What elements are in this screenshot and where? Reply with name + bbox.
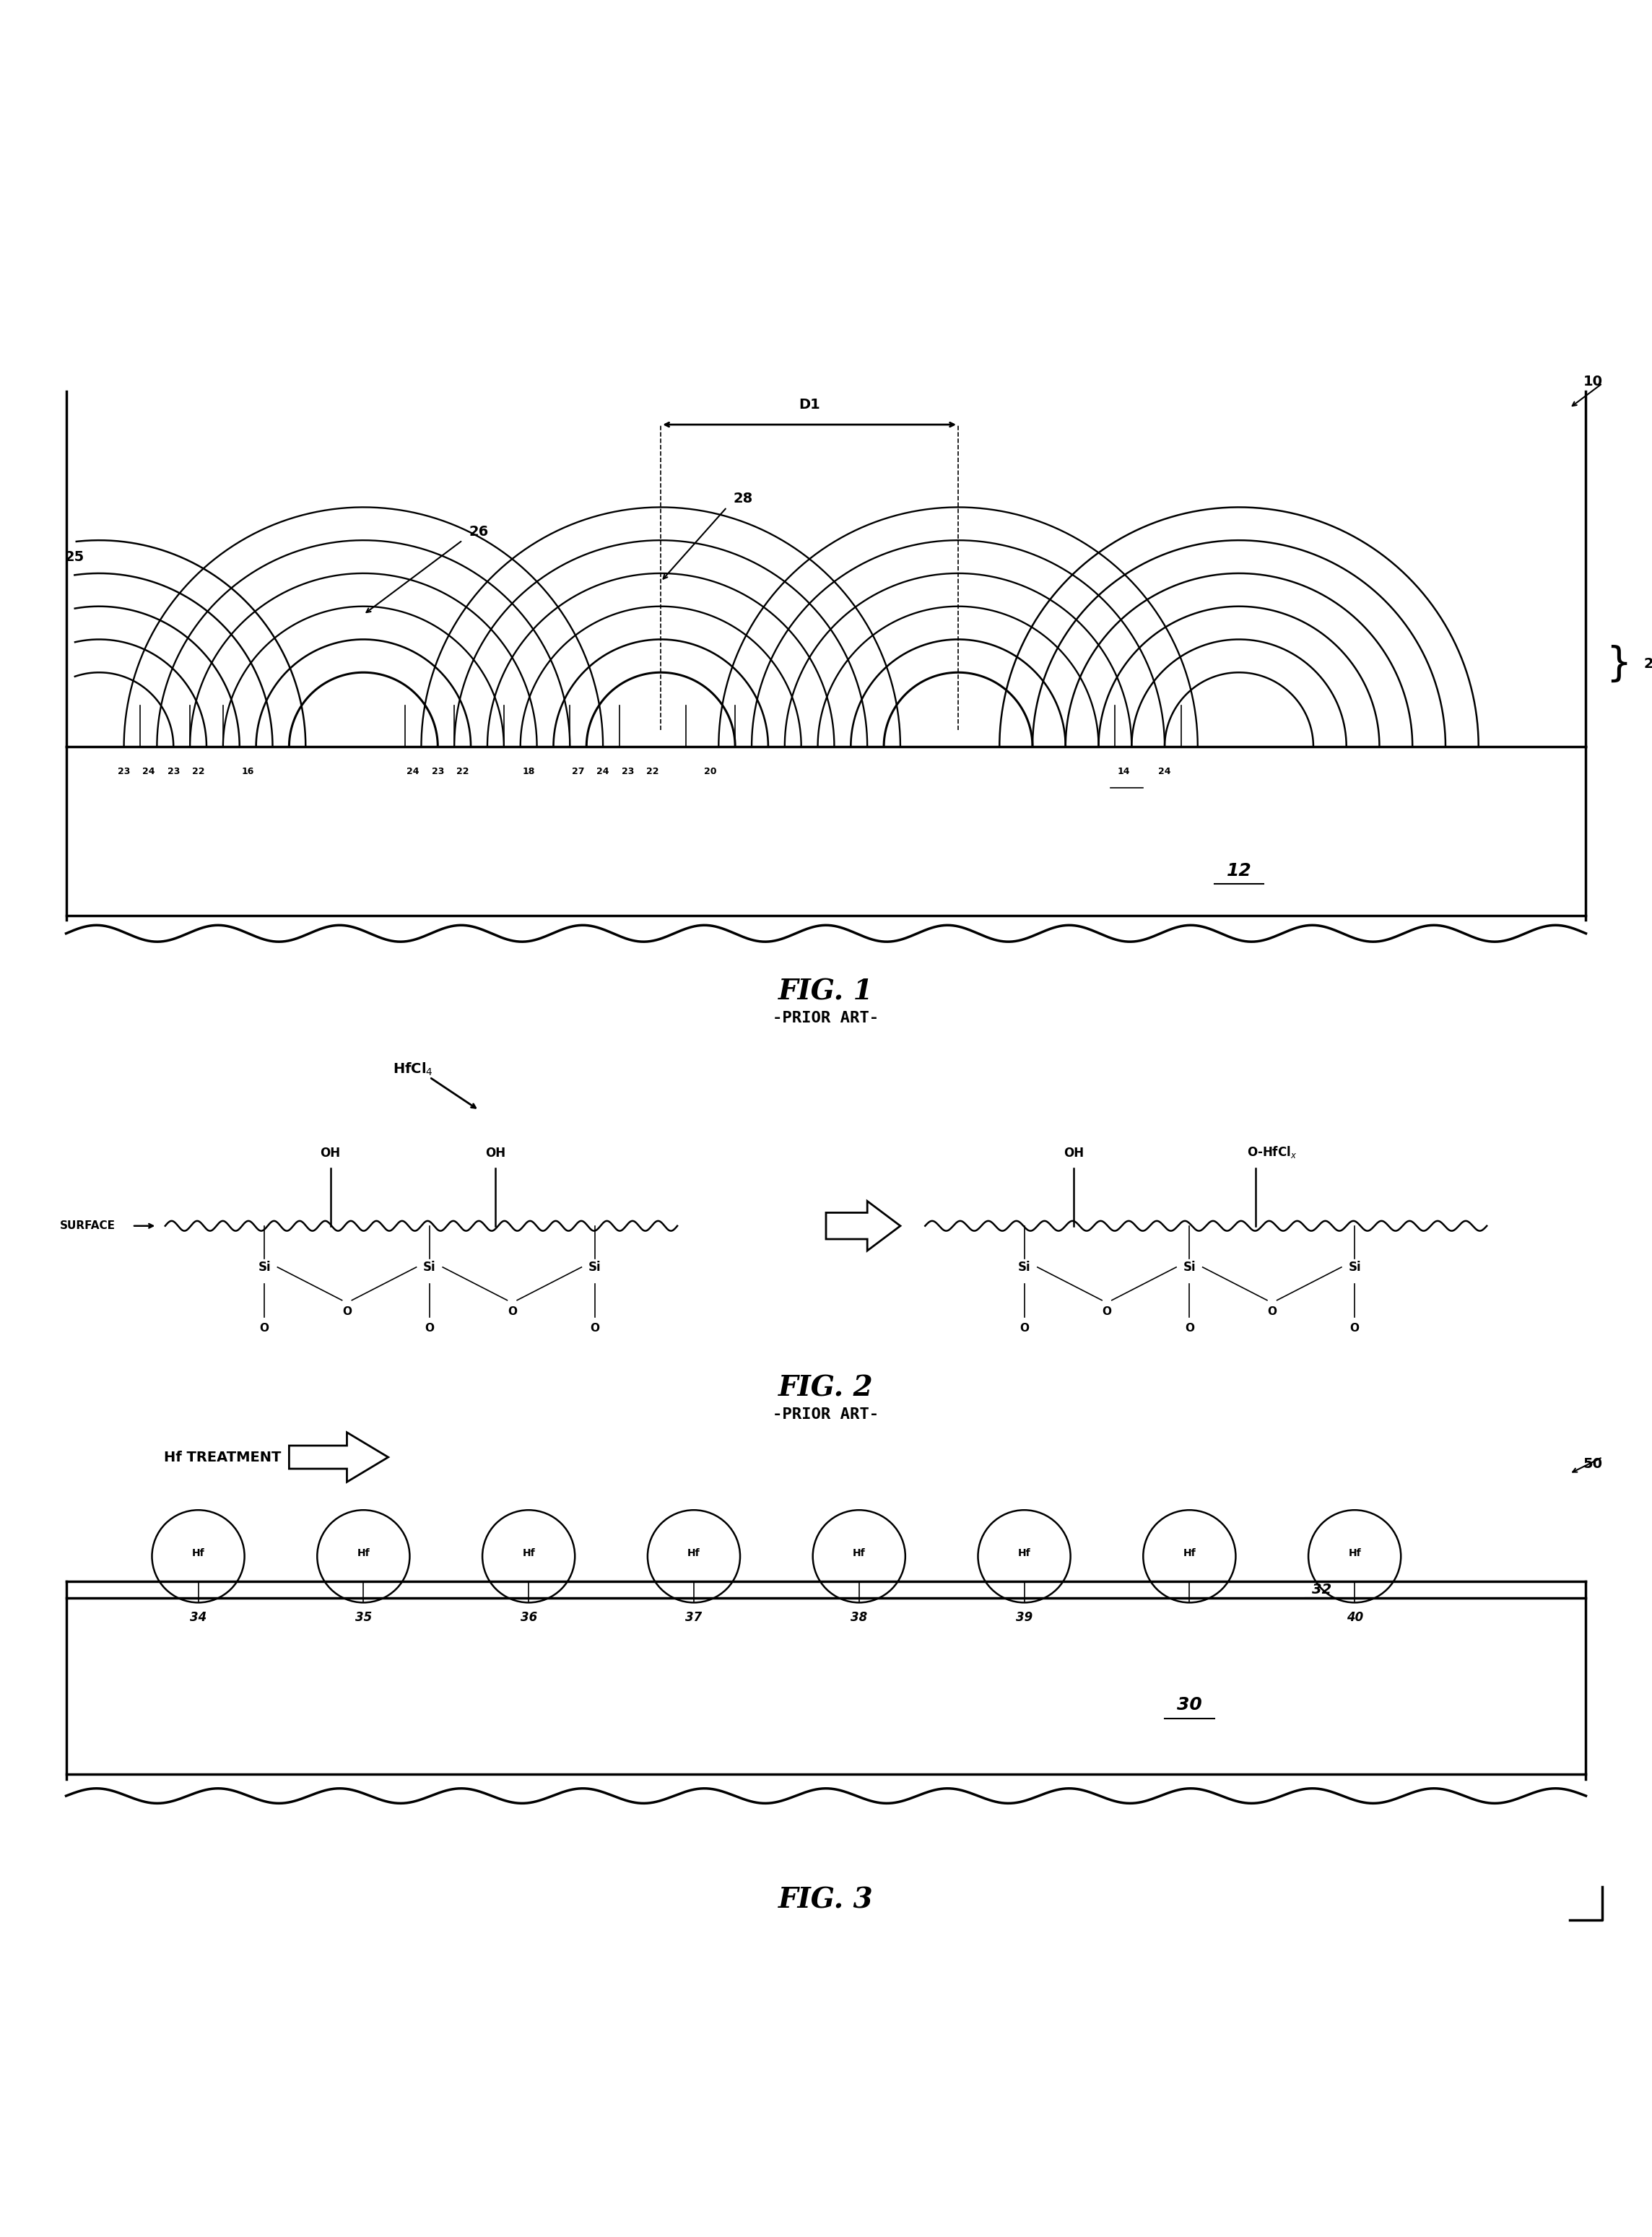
Text: Hf: Hf bbox=[522, 1548, 535, 1557]
Text: 22: 22 bbox=[456, 767, 469, 776]
Text: 12: 12 bbox=[1226, 861, 1252, 879]
Text: Hf: Hf bbox=[1183, 1548, 1196, 1557]
Text: 23: 23 bbox=[117, 767, 131, 776]
Text: 34: 34 bbox=[190, 1611, 206, 1624]
Text: 22: 22 bbox=[192, 767, 205, 776]
Text: O: O bbox=[259, 1322, 269, 1333]
Text: -PRIOR ART-: -PRIOR ART- bbox=[773, 1011, 879, 1025]
Text: OH: OH bbox=[486, 1148, 506, 1159]
Text: 28: 28 bbox=[733, 492, 753, 506]
Text: }: } bbox=[1606, 644, 1631, 685]
Text: Hf: Hf bbox=[852, 1548, 866, 1557]
Text: 18: 18 bbox=[522, 767, 535, 776]
Text: Si: Si bbox=[1183, 1262, 1196, 1273]
Text: O: O bbox=[1102, 1306, 1112, 1318]
Text: O: O bbox=[425, 1322, 434, 1333]
Text: 25: 25 bbox=[64, 550, 84, 564]
Text: 26: 26 bbox=[469, 526, 489, 539]
Text: 10: 10 bbox=[1583, 376, 1602, 389]
Text: Si: Si bbox=[1348, 1262, 1361, 1273]
Text: Si: Si bbox=[588, 1262, 601, 1273]
Text: Hf: Hf bbox=[687, 1548, 700, 1557]
Text: O: O bbox=[1267, 1306, 1277, 1318]
Text: D1: D1 bbox=[798, 398, 821, 412]
Text: 37: 37 bbox=[686, 1611, 702, 1624]
Text: O: O bbox=[1019, 1322, 1029, 1333]
Text: 35: 35 bbox=[355, 1611, 372, 1624]
Text: 16: 16 bbox=[241, 767, 254, 776]
Text: HfCl$_4$: HfCl$_4$ bbox=[393, 1060, 433, 1076]
Text: 29: 29 bbox=[1644, 658, 1652, 671]
Text: O: O bbox=[1184, 1322, 1194, 1333]
Text: 24: 24 bbox=[406, 767, 420, 776]
Text: OH: OH bbox=[1064, 1148, 1084, 1159]
Text: 30: 30 bbox=[1176, 1696, 1203, 1714]
Text: Hf: Hf bbox=[192, 1548, 205, 1557]
Text: 24: 24 bbox=[596, 767, 610, 776]
Text: O: O bbox=[1350, 1322, 1360, 1333]
Text: FIG. 3: FIG. 3 bbox=[778, 1886, 874, 1915]
Text: FIG. 2: FIG. 2 bbox=[778, 1374, 874, 1403]
Text: Hf TREATMENT: Hf TREATMENT bbox=[164, 1450, 281, 1463]
Text: O: O bbox=[342, 1306, 352, 1318]
Text: Hf: Hf bbox=[357, 1548, 370, 1557]
Text: 36: 36 bbox=[520, 1611, 537, 1624]
Text: 39: 39 bbox=[1016, 1611, 1032, 1624]
Text: 23: 23 bbox=[621, 767, 634, 776]
Text: 24: 24 bbox=[142, 767, 155, 776]
Text: 32: 32 bbox=[1312, 1582, 1332, 1597]
Text: OH: OH bbox=[320, 1148, 340, 1159]
Text: O: O bbox=[507, 1306, 517, 1318]
Text: 20: 20 bbox=[704, 767, 717, 776]
Text: Si: Si bbox=[1018, 1262, 1031, 1273]
Text: -PRIOR ART-: -PRIOR ART- bbox=[773, 1407, 879, 1423]
Text: 23: 23 bbox=[431, 767, 444, 776]
Text: SURFACE: SURFACE bbox=[59, 1221, 116, 1230]
Text: O-HfCl$_x$: O-HfCl$_x$ bbox=[1247, 1145, 1297, 1159]
Text: 27: 27 bbox=[572, 767, 585, 776]
Text: Si: Si bbox=[258, 1262, 271, 1273]
Text: Si: Si bbox=[423, 1262, 436, 1273]
Text: FIG. 1: FIG. 1 bbox=[778, 978, 874, 1004]
Text: 38: 38 bbox=[851, 1611, 867, 1624]
Text: 50: 50 bbox=[1583, 1456, 1602, 1472]
Text: 40: 40 bbox=[1346, 1611, 1363, 1624]
Text: 24: 24 bbox=[1158, 767, 1171, 776]
Text: O: O bbox=[590, 1322, 600, 1333]
Text: Hf: Hf bbox=[1018, 1548, 1031, 1557]
Text: 22: 22 bbox=[646, 767, 659, 776]
Text: 23: 23 bbox=[167, 767, 180, 776]
Text: 14: 14 bbox=[1117, 767, 1130, 776]
Text: Hf: Hf bbox=[1348, 1548, 1361, 1557]
